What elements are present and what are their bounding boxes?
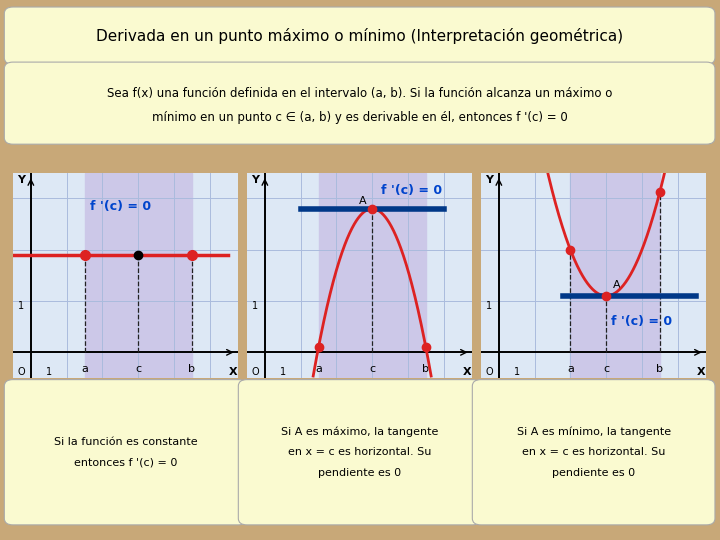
Text: Derivada en un punto máximo o mínimo (Interpretación geométrica): Derivada en un punto máximo o mínimo (In… <box>96 28 624 44</box>
Text: Si A es máximo, la tangente: Si A es máximo, la tangente <box>281 427 438 437</box>
Text: 1: 1 <box>18 301 24 311</box>
Text: f '(c) = 0: f '(c) = 0 <box>611 315 672 328</box>
Text: Sea f(x) una función definida en el intervalo (a, b). Si la función alcanza un m: Sea f(x) una función definida en el inte… <box>107 87 613 100</box>
Text: b: b <box>423 364 429 374</box>
Text: entonces f '(c) = 0: entonces f '(c) = 0 <box>74 457 177 468</box>
Text: pendiente es 0: pendiente es 0 <box>318 468 401 478</box>
Text: X: X <box>229 367 238 377</box>
Text: Si la función es constante: Si la función es constante <box>54 437 197 447</box>
Text: O: O <box>485 367 492 377</box>
Text: 1: 1 <box>513 367 520 377</box>
Text: b: b <box>189 364 195 374</box>
Text: c: c <box>603 364 609 374</box>
Text: Y: Y <box>485 176 492 186</box>
Text: Y: Y <box>251 176 258 186</box>
Text: a: a <box>315 364 322 374</box>
Text: c: c <box>135 364 141 374</box>
Text: 1: 1 <box>279 367 286 377</box>
Text: 1: 1 <box>252 301 258 311</box>
Bar <box>570 173 660 378</box>
Text: 1: 1 <box>45 367 52 377</box>
Text: c: c <box>369 364 375 374</box>
Text: O: O <box>17 367 24 377</box>
Text: mínimo en un punto c ∈ (a, b) y es derivable en él, entonces f '(c) = 0: mínimo en un punto c ∈ (a, b) y es deriv… <box>152 111 568 124</box>
Text: A: A <box>613 280 621 290</box>
Text: O: O <box>251 367 258 377</box>
Bar <box>84 173 192 378</box>
Text: X: X <box>697 367 706 377</box>
Text: a: a <box>567 364 574 374</box>
Text: en x = c es horizontal. Su: en x = c es horizontal. Su <box>288 447 431 457</box>
Bar <box>318 173 426 378</box>
Text: A: A <box>359 196 367 206</box>
Text: Y: Y <box>17 176 24 186</box>
Text: f '(c) = 0: f '(c) = 0 <box>90 200 150 213</box>
Text: b: b <box>657 364 663 374</box>
Text: f '(c) = 0: f '(c) = 0 <box>381 184 442 197</box>
Text: X: X <box>463 367 472 377</box>
Text: a: a <box>81 364 88 374</box>
Text: pendiente es 0: pendiente es 0 <box>552 468 635 478</box>
Text: 1: 1 <box>486 301 492 311</box>
Text: en x = c es horizontal. Su: en x = c es horizontal. Su <box>522 447 665 457</box>
Text: Si A es mínimo, la tangente: Si A es mínimo, la tangente <box>516 427 671 437</box>
